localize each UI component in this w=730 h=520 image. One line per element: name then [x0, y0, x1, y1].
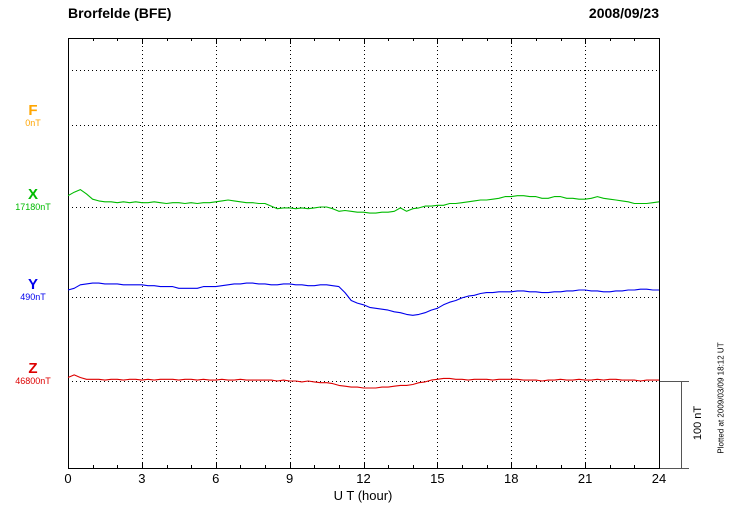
- component-baseline-F: 0nT: [25, 118, 41, 128]
- component-baseline-X: 17180nT: [15, 202, 51, 212]
- component-label-X: X 17180nT: [4, 186, 62, 212]
- component-baseline-Y: 490nT: [20, 292, 46, 302]
- x-axis-label: U T (hour): [333, 488, 393, 503]
- component-label-Z: Z 46800nT: [4, 360, 62, 386]
- trace-X: [67, 189, 660, 214]
- scale-bar-label: 100 nT: [692, 405, 704, 441]
- plot-date: 2008/09/23: [588, 5, 659, 21]
- plotted-at-note: Plotted at 2009/03/09 18:12 UT: [716, 342, 726, 454]
- component-baseline-Z: 46800nT: [15, 376, 51, 386]
- component-letter-F: F: [28, 102, 38, 119]
- trace-Y: [67, 282, 659, 316]
- plot-frame: [68, 38, 660, 469]
- component-letter-Z: Z: [28, 360, 38, 377]
- component-letter-X: X: [27, 186, 38, 203]
- component-letter-Y: Y: [27, 276, 38, 293]
- station-title: Brorfelde (BFE): [68, 5, 172, 21]
- component-label-Y: Y 490nT: [4, 276, 62, 302]
- component-label-F: F 0nT: [4, 102, 62, 128]
- trace-Z: [67, 374, 659, 389]
